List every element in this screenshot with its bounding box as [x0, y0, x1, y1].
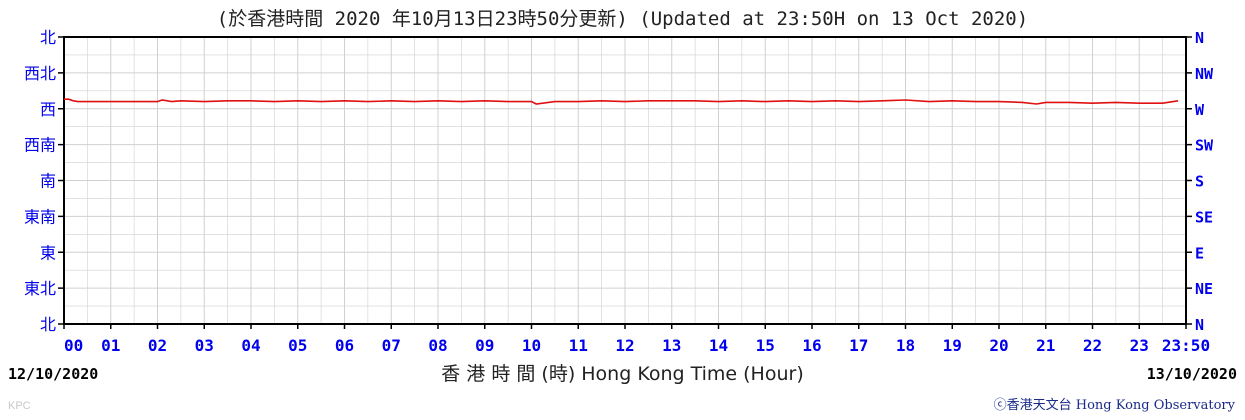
x-tick-label: 05	[288, 336, 307, 355]
axis-ticks	[58, 36, 1192, 329]
x-tick-label: 02	[148, 336, 167, 355]
x-tick-label: 08	[428, 336, 447, 355]
x-tick-label: 21	[1036, 336, 1055, 355]
grid-lines	[63, 36, 1187, 325]
y-tick-label-left: 北	[40, 315, 56, 334]
y-tick-label-left: 東南	[24, 207, 56, 226]
x-tick-label: 00	[64, 336, 83, 355]
x-tick-label: 06	[335, 336, 354, 355]
corner-mark: KPC	[8, 400, 31, 412]
x-tick-label: 04	[241, 336, 260, 355]
y-tick-label-left: 東北	[24, 279, 56, 298]
y-tick-label-left: 西南	[24, 136, 56, 155]
x-tick-label: 22	[1083, 336, 1102, 355]
y-tick-label-left: 東	[40, 243, 56, 262]
y-tick-label-right: N	[1195, 316, 1204, 334]
y-tick-label-right: E	[1195, 244, 1204, 262]
y-tick-label-left: 北	[40, 28, 56, 47]
end-date: 13/10/2020	[1146, 365, 1237, 383]
axis-labels: 00 01 02 03 04 05 06 07 08 09 10 11 12 13 14 15 16 17 18 19…	[24, 28, 1214, 355]
y-tick-label-right: NE	[1195, 280, 1213, 298]
start-date: 12/10/2020	[8, 365, 99, 383]
x-tick-label: 19	[943, 336, 962, 355]
y-tick-label-right: S	[1195, 173, 1204, 191]
x-tick-label: 10	[522, 336, 541, 355]
x-tick-label: 01	[101, 336, 120, 355]
y-tick-label-right: N	[1195, 29, 1204, 47]
x-tick-label: 15	[756, 336, 775, 355]
x-tick-label: 23	[1130, 336, 1149, 355]
x-tick-label: 18	[896, 336, 915, 355]
x-tick-label: 13	[662, 336, 681, 355]
y-tick-label-left: 西北	[24, 64, 56, 83]
y-tick-label-right: SW	[1195, 137, 1214, 155]
x-tick-label: 12	[615, 336, 634, 355]
x-tick-label: 09	[475, 336, 494, 355]
x-axis-title: 香 港 時 間 (時) Hong Kong Time (Hour)	[441, 363, 804, 385]
x-tick-label: 17	[849, 336, 868, 355]
x-tick-label: 14	[709, 336, 728, 355]
credit-text: ⓒ香港天文台 Hong Kong Observatory	[993, 398, 1235, 413]
x-tick-label: 20	[989, 336, 1008, 355]
y-tick-label-right: W	[1195, 101, 1205, 119]
series-layer	[64, 98, 1179, 105]
wind-direction-series-line	[64, 98, 1179, 105]
y-tick-label-right: NW	[1195, 65, 1214, 83]
x-tick-label: 11	[569, 336, 588, 355]
x-tick-label: 07	[382, 336, 401, 355]
y-tick-label-right: SE	[1195, 208, 1213, 226]
chart-title: (於香港時間 2020 年10月13日23時50分更新) (Updated at…	[216, 8, 1029, 30]
x-tick-label: 16	[802, 336, 821, 355]
x-tick-label: 03	[195, 336, 214, 355]
y-tick-label-left: 南	[40, 172, 56, 191]
x-tick-label: 23:50	[1162, 336, 1210, 355]
y-tick-label-left: 西	[40, 100, 56, 119]
